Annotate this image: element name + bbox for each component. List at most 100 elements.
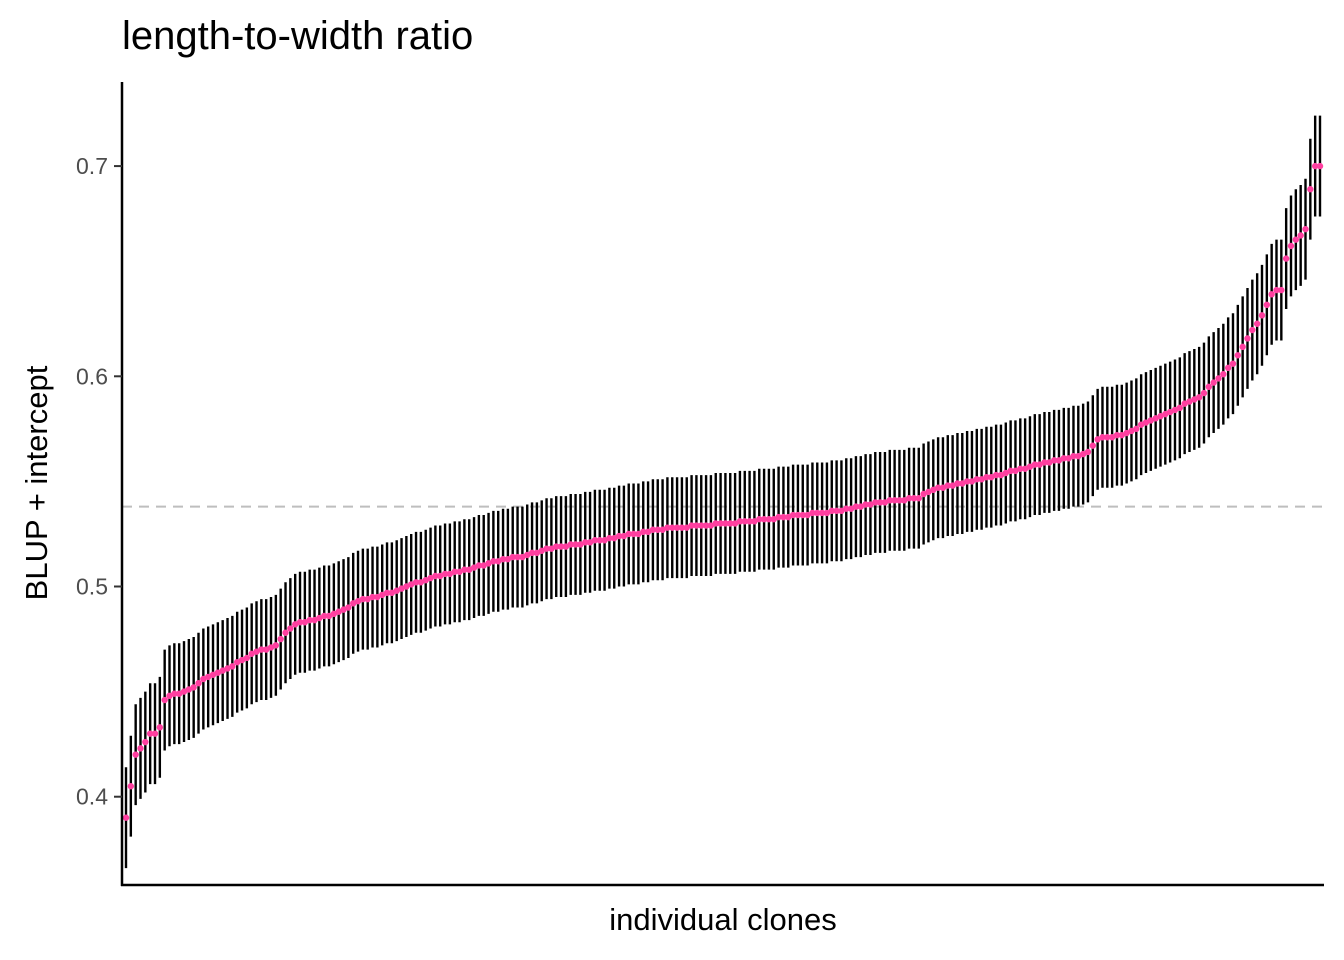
data-point bbox=[127, 783, 135, 790]
data-point bbox=[1050, 457, 1058, 464]
data-point bbox=[775, 513, 782, 521]
data-point bbox=[1191, 396, 1198, 403]
data-point bbox=[200, 675, 207, 683]
data-point bbox=[219, 667, 226, 674]
data-point bbox=[1244, 335, 1251, 342]
data-point bbox=[997, 471, 1005, 479]
data-point bbox=[920, 490, 927, 498]
data-point bbox=[852, 503, 860, 510]
data-point bbox=[383, 589, 391, 597]
data-point bbox=[756, 516, 763, 523]
data-point bbox=[944, 482, 951, 489]
data-point bbox=[1215, 375, 1222, 382]
x-axis-title: individual clones bbox=[609, 902, 836, 937]
data-point bbox=[746, 518, 753, 525]
data-point bbox=[794, 511, 802, 519]
data-point bbox=[731, 520, 739, 527]
data-point bbox=[132, 751, 139, 758]
data-point bbox=[1171, 406, 1179, 414]
data-point bbox=[1133, 425, 1140, 433]
data-point bbox=[1210, 379, 1217, 386]
data-point bbox=[789, 511, 797, 519]
data-point bbox=[1055, 457, 1063, 464]
data-point bbox=[354, 598, 362, 605]
data-point bbox=[175, 690, 183, 697]
data-point bbox=[320, 612, 328, 620]
data-point bbox=[635, 530, 642, 538]
data-point bbox=[340, 606, 347, 613]
data-point bbox=[717, 520, 724, 527]
data-point bbox=[949, 482, 956, 489]
data-point bbox=[301, 619, 309, 626]
data-point bbox=[306, 616, 313, 624]
data-point bbox=[243, 654, 251, 662]
data-point bbox=[364, 595, 371, 603]
data-point bbox=[253, 648, 260, 655]
data-point bbox=[770, 516, 777, 523]
data-point bbox=[553, 543, 560, 550]
data-point bbox=[925, 488, 932, 496]
data-point bbox=[751, 518, 758, 525]
data-point bbox=[229, 663, 236, 670]
data-point bbox=[432, 572, 439, 580]
data-point bbox=[262, 646, 270, 653]
errorbar-layer bbox=[124, 115, 1322, 869]
data-point bbox=[287, 625, 294, 632]
data-point bbox=[620, 532, 628, 540]
data-point bbox=[1258, 312, 1266, 319]
data-point bbox=[992, 471, 1000, 479]
data-point bbox=[649, 526, 657, 533]
data-point bbox=[495, 558, 502, 565]
data-point bbox=[533, 549, 541, 557]
y-axis-title: BLUP + intercept bbox=[19, 365, 54, 600]
data-point bbox=[509, 553, 516, 561]
data-point bbox=[823, 509, 831, 517]
data-point bbox=[330, 610, 338, 618]
data-point bbox=[915, 495, 922, 502]
data-point bbox=[939, 484, 947, 491]
data-point bbox=[369, 593, 376, 601]
data-point bbox=[1075, 452, 1082, 460]
data-point bbox=[519, 553, 526, 561]
data-point bbox=[963, 478, 971, 485]
data-point bbox=[1253, 320, 1261, 327]
data-point bbox=[847, 505, 855, 512]
data-point bbox=[166, 692, 173, 700]
data-point bbox=[272, 642, 280, 649]
data-point bbox=[475, 562, 483, 569]
data-point bbox=[1036, 461, 1043, 468]
data-point bbox=[1157, 413, 1164, 420]
data-point bbox=[171, 690, 178, 697]
data-point bbox=[857, 503, 864, 510]
data-point bbox=[485, 560, 492, 567]
data-point bbox=[1220, 370, 1227, 378]
data-point bbox=[282, 629, 289, 636]
data-point bbox=[1316, 162, 1324, 170]
data-point bbox=[151, 730, 159, 737]
data-point bbox=[451, 568, 458, 575]
axis-layer: 0.4 0.5 0.6 0.7 bbox=[76, 82, 1324, 887]
data-point bbox=[872, 499, 879, 506]
data-point bbox=[195, 679, 202, 687]
data-point bbox=[1186, 398, 1193, 405]
data-point bbox=[1200, 389, 1208, 397]
data-point bbox=[615, 532, 623, 540]
data-point bbox=[267, 644, 275, 651]
data-point bbox=[137, 745, 144, 752]
data-point bbox=[983, 473, 990, 481]
data-point bbox=[1142, 419, 1150, 426]
data-point bbox=[901, 497, 908, 504]
data-point bbox=[277, 635, 284, 643]
data-point bbox=[683, 524, 690, 531]
data-point bbox=[640, 528, 647, 536]
data-point bbox=[1273, 286, 1280, 294]
data-point bbox=[146, 730, 154, 737]
data-point bbox=[1263, 301, 1271, 309]
data-point bbox=[1234, 352, 1242, 359]
data-point bbox=[707, 522, 715, 529]
data-point bbox=[291, 621, 299, 628]
data-point bbox=[814, 509, 821, 517]
data-point bbox=[673, 524, 681, 531]
data-point bbox=[296, 619, 304, 626]
data-point bbox=[233, 658, 241, 666]
